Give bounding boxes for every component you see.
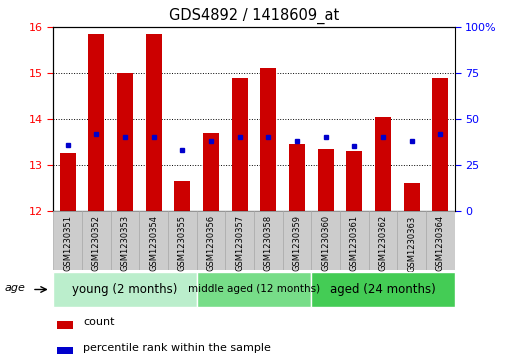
Text: middle aged (12 months): middle aged (12 months) [188,285,320,294]
Bar [57,347,73,354]
Bar [117,73,133,211]
Bar [432,78,448,211]
Bar [174,181,190,211]
Bar [53,211,82,270]
Text: young (2 months): young (2 months) [72,283,178,296]
Text: GSM1230359: GSM1230359 [293,215,302,271]
Bar [311,272,455,307]
Text: GSM1230357: GSM1230357 [235,215,244,272]
Bar [404,183,420,211]
Bar [139,211,168,270]
Text: GSM1230361: GSM1230361 [350,215,359,272]
Bar [289,144,305,211]
Text: GSM1230360: GSM1230360 [321,215,330,272]
Bar [282,211,311,270]
Bar [375,117,391,211]
Text: GSM1230352: GSM1230352 [92,215,101,271]
Bar [82,211,111,270]
Bar [57,321,73,329]
Bar [53,272,197,307]
Bar [197,211,226,270]
Bar [261,69,276,211]
Bar [203,132,219,211]
Bar [232,78,247,211]
Text: GSM1230364: GSM1230364 [436,215,445,272]
Bar [168,211,197,270]
Bar [146,34,162,211]
Text: GSM1230362: GSM1230362 [378,215,388,272]
Text: GSM1230355: GSM1230355 [178,215,187,271]
Text: GSM1230356: GSM1230356 [206,215,215,272]
Text: percentile rank within the sample: percentile rank within the sample [83,343,271,353]
Text: GSM1230358: GSM1230358 [264,215,273,272]
Bar [111,211,139,270]
Bar [369,211,397,270]
Bar [426,211,455,270]
Bar [397,211,426,270]
Bar [88,34,104,211]
Bar [197,272,311,307]
Bar [340,211,369,270]
Text: age: age [4,282,25,293]
Text: GSM1230354: GSM1230354 [149,215,158,271]
Text: aged (24 months): aged (24 months) [330,283,436,296]
Bar [311,211,340,270]
Text: GSM1230353: GSM1230353 [120,215,130,272]
Bar [60,153,76,211]
Bar [346,151,362,211]
Text: count: count [83,317,115,327]
Text: GSM1230351: GSM1230351 [63,215,72,271]
Bar [226,211,254,270]
Bar [318,149,334,211]
Text: GSM1230363: GSM1230363 [407,215,416,272]
Title: GDS4892 / 1418609_at: GDS4892 / 1418609_at [169,8,339,24]
Bar [254,211,282,270]
